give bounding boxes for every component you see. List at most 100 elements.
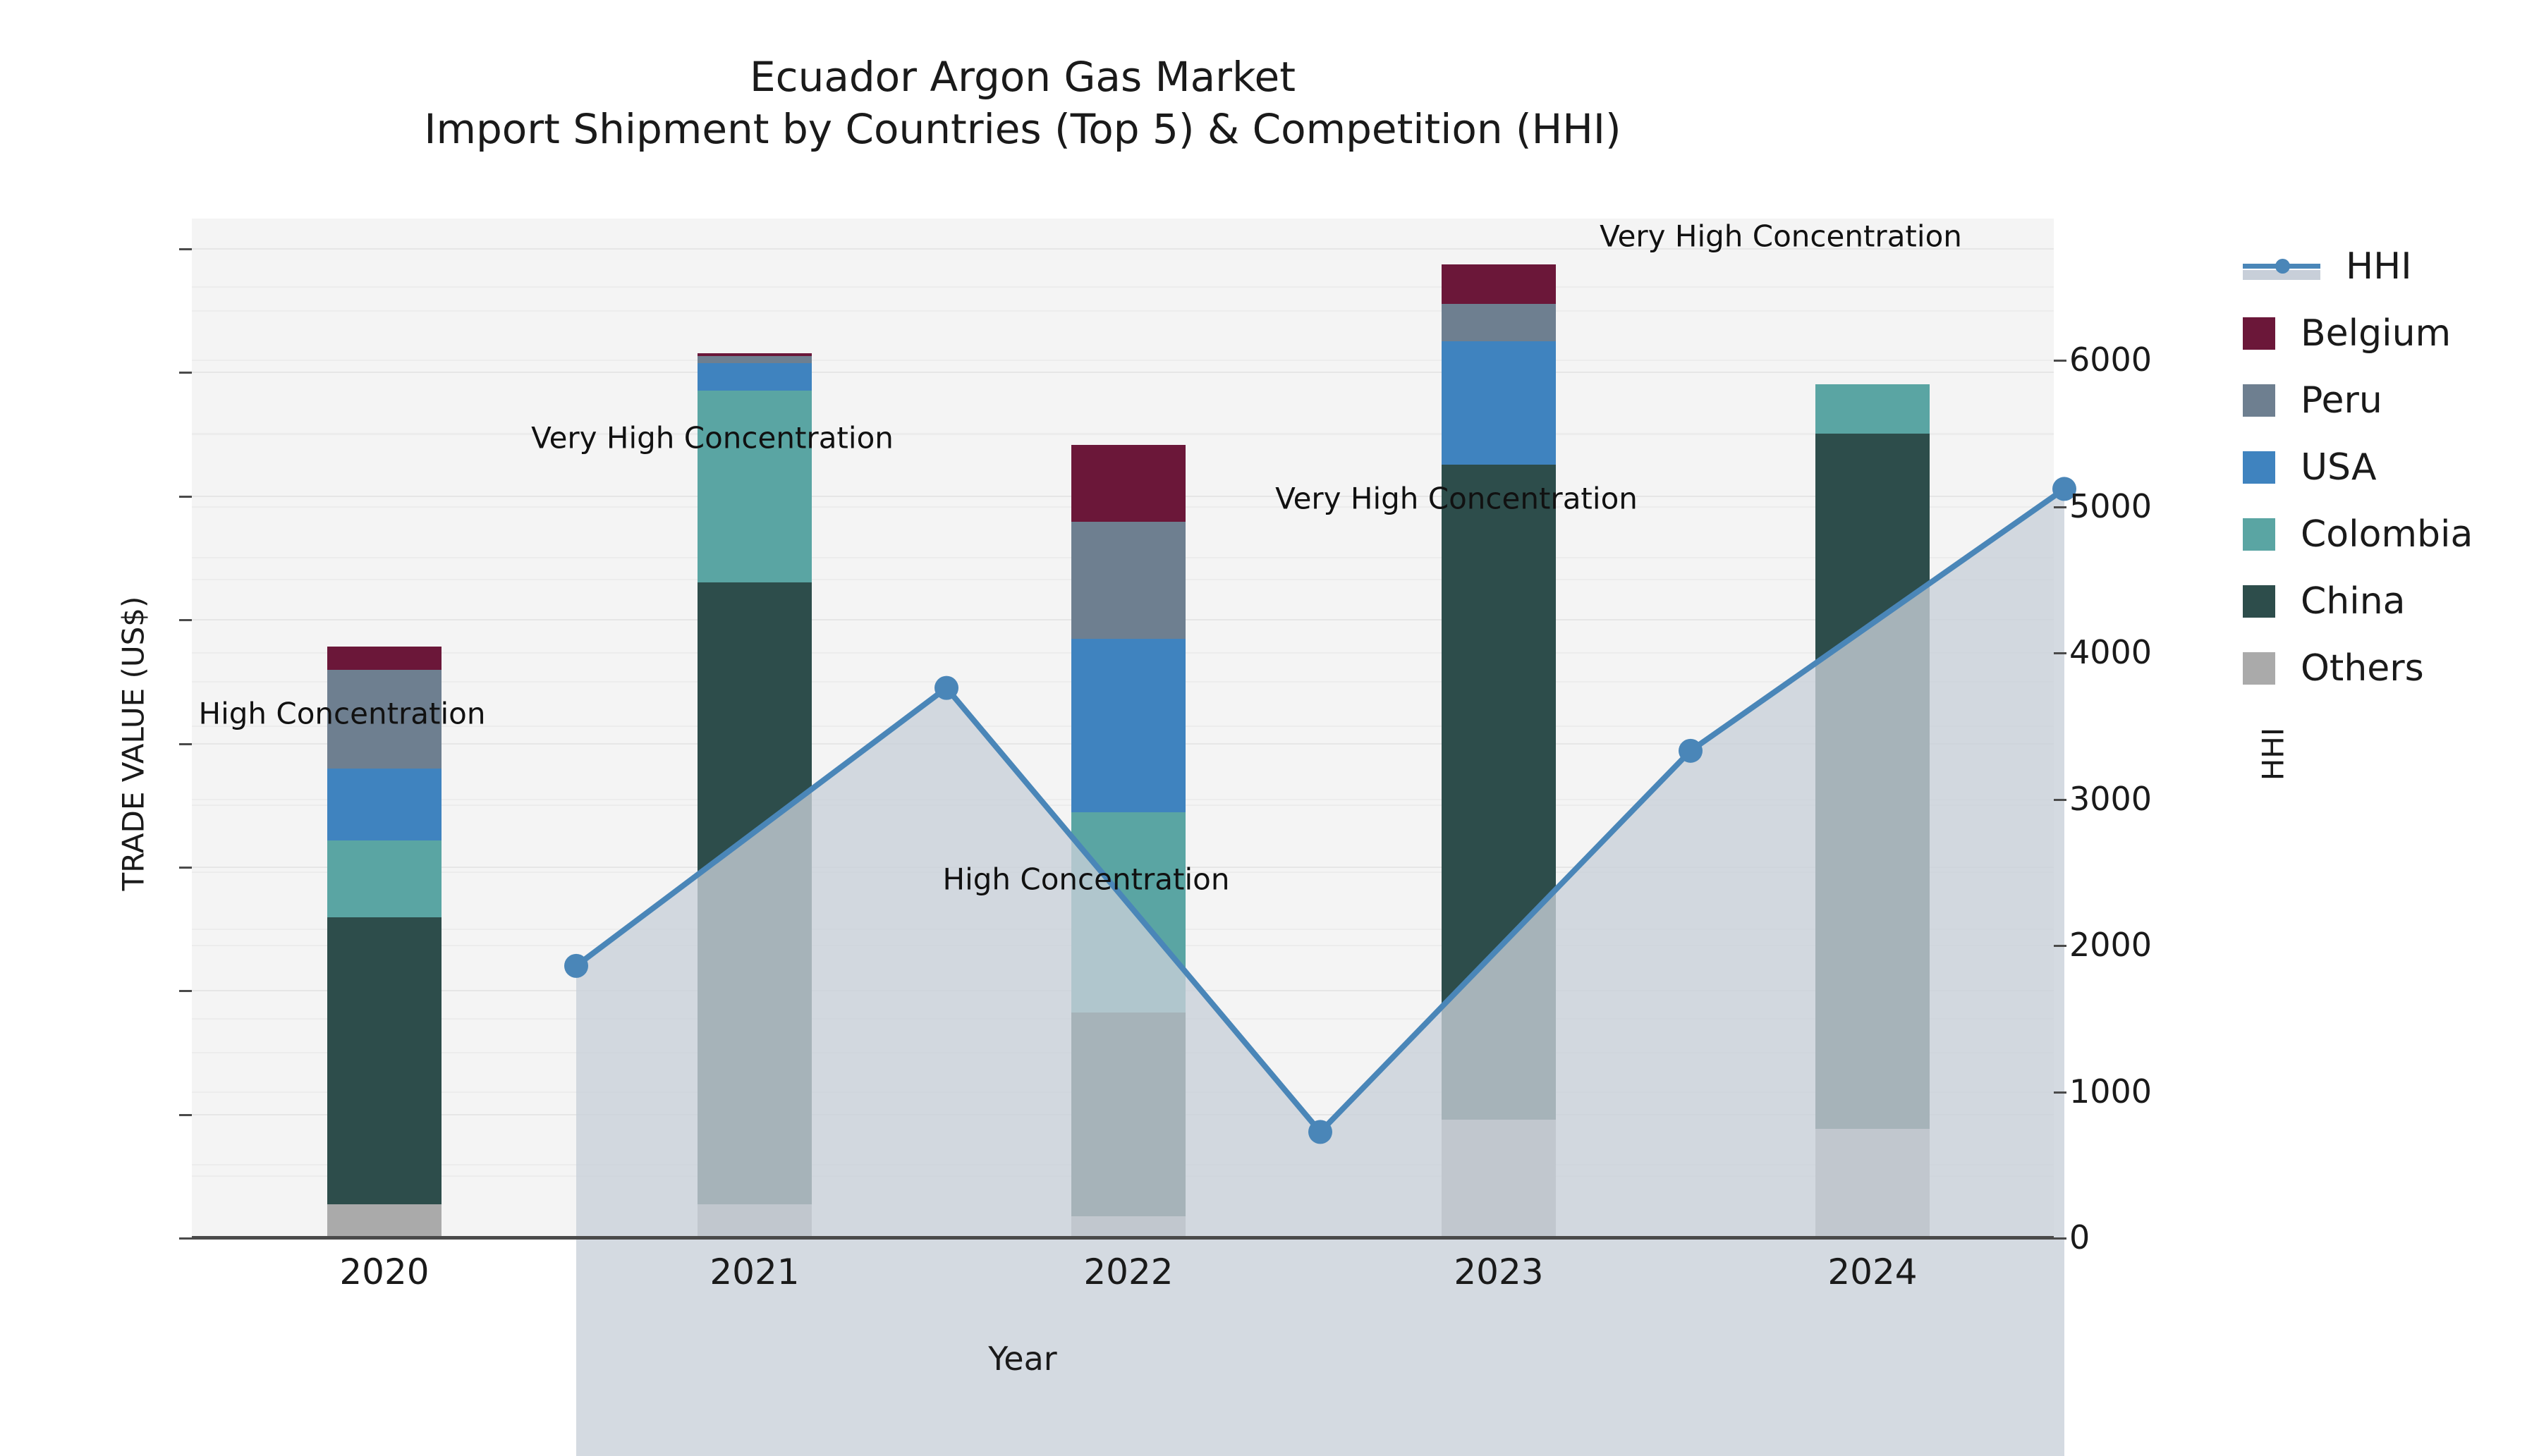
secondary-y-tick-mark (2054, 506, 2066, 508)
bar-segment-china (698, 582, 812, 1204)
gridline-secondary (192, 286, 2054, 288)
secondary-y-tick-label: 5000 (2069, 487, 2153, 525)
y-tick-mark (179, 248, 192, 250)
hhi-marker-2020 (564, 953, 588, 978)
legend-swatch-belgium (2243, 317, 2275, 350)
x-tick-label-2020: 2020 (339, 1252, 430, 1292)
gridline (192, 310, 2054, 312)
legend-line-marker-icon (2243, 250, 2320, 283)
annotation-2024: Very High Concentration (1600, 219, 1962, 254)
secondary-y-tick-mark (2054, 652, 2066, 654)
bar-segment-peru (327, 670, 442, 769)
legend-swatch-others (2243, 651, 2275, 685)
bar-segment-china (327, 917, 442, 1204)
bar-segment-usa (1442, 341, 1556, 465)
chart-title-line1: Ecuador Argon Gas Market (750, 53, 1296, 101)
bar-segment-china (1815, 434, 1930, 1129)
x-axis-title: Year (988, 1340, 1057, 1378)
legend-item-colombia[interactable]: Colombia (2243, 501, 2539, 568)
chart-title-line2: Import Shipment by Countries (Top 5) & C… (424, 105, 1621, 154)
hhi-overlay (564, 477, 2076, 1456)
gridline (192, 248, 2054, 250)
legend-label: Colombia (2301, 513, 2473, 556)
secondary-y-tick-label: 6000 (2069, 341, 2153, 379)
annotation-2020: High Concentration (198, 696, 486, 731)
legend-item-belgium[interactable]: Belgium (2243, 300, 2539, 367)
chart-title: Ecuador Argon Gas Market Import Shipment… (0, 51, 2045, 155)
legend-label: HHI (2346, 245, 2412, 288)
secondary-y-tick-mark (2054, 945, 2066, 947)
bar-segment-peru (1071, 521, 1186, 640)
bar-segment-peru (698, 355, 812, 364)
y-tick-mark (179, 619, 192, 622)
legend-dot-icon (2275, 258, 2290, 274)
legend-item-peru[interactable]: Peru (2243, 367, 2539, 434)
bar-segment-china (1442, 464, 1556, 1120)
gridline (192, 434, 2054, 436)
x-axis-line (192, 1236, 2054, 1240)
legend-label: Belgium (2301, 312, 2452, 355)
bar-segment-belgium (1442, 264, 1556, 304)
legend-swatch-colombia (2243, 518, 2275, 551)
bar-segment-usa (327, 769, 442, 841)
x-tick-label-2022: 2022 (1083, 1252, 1174, 1292)
y-tick-mark (179, 742, 192, 745)
bar-segment-others (1442, 1120, 1556, 1237)
bar-segment-others (1071, 1216, 1186, 1237)
secondary-y-tick-label: 2000 (2069, 926, 2153, 964)
x-tick-label-2024: 2024 (1827, 1252, 1918, 1292)
bar-segment-belgium (698, 353, 812, 356)
legend-item-others[interactable]: Others (2243, 635, 2539, 702)
annotation-2022: High Concentration (942, 862, 1230, 897)
bar-segment-others (698, 1204, 812, 1237)
y-tick-mark (179, 1113, 192, 1116)
bar-segment-china (1071, 1012, 1186, 1217)
secondary-y-tick-mark (2054, 1237, 2066, 1240)
y-tick-mark (179, 1237, 192, 1240)
hhi-marker-2021 (934, 675, 958, 700)
x-tick-label-2021: 2021 (710, 1252, 800, 1292)
y-tick-mark (179, 372, 192, 374)
bar-segment-colombia (1815, 384, 1930, 434)
bar-segment-others (1815, 1128, 1930, 1237)
legend-label: Peru (2301, 379, 2382, 422)
y-tick-mark (179, 495, 192, 498)
gridline (192, 372, 2054, 374)
bar-segment-belgium (327, 646, 442, 671)
bar-stack-2024 (1815, 219, 1930, 1237)
y-axis-title: TRADE VALUE (US$) (116, 596, 151, 891)
secondary-y-tick-label: 0 (2069, 1218, 2090, 1256)
gridline-secondary (192, 432, 2054, 434)
secondary-y-tick-label: 3000 (2069, 779, 2153, 818)
bar-segment-colombia (327, 840, 442, 917)
annotation-2023: Very High Concentration (1275, 481, 1638, 516)
secondary-y-tick-label: 1000 (2069, 1072, 2153, 1111)
bar-segment-others (327, 1204, 442, 1237)
bar-stack-2021 (698, 219, 812, 1237)
bar-segment-usa (1071, 639, 1186, 812)
bar-segment-peru (1442, 303, 1556, 341)
secondary-y-tick-mark (2054, 1091, 2066, 1094)
bar-segment-usa (698, 363, 812, 391)
legend-swatch-usa (2243, 451, 2275, 484)
plot-area: High Concentration Very High Concentratio… (192, 219, 2076, 1456)
legend-item-hhi[interactable]: HHI (2243, 233, 2539, 300)
legend-label: Others (2301, 647, 2424, 690)
legend-swatch-peru (2243, 384, 2275, 417)
legend-item-china[interactable]: China (2243, 568, 2539, 635)
bar-segment-belgium (1071, 444, 1186, 522)
annotation-2021: Very High Concentration (531, 420, 894, 455)
legend-label: China (2301, 580, 2406, 623)
bar-stack-2022 (1071, 219, 1186, 1237)
hhi-marker-2022 (1308, 1120, 1332, 1144)
legend-item-usa[interactable]: USA (2243, 434, 2539, 501)
y-tick-mark (179, 866, 192, 869)
legend: HHI Belgium Peru USA Colombia China Others (2243, 233, 2539, 702)
legend-swatch-china (2243, 585, 2275, 618)
secondary-y-axis-title: HHI (2255, 727, 2291, 781)
y-tick-mark (179, 990, 192, 993)
secondary-y-tick-mark (2054, 360, 2066, 362)
x-tick-label-2023: 2023 (1454, 1252, 1544, 1292)
bar-segment-colombia (698, 390, 812, 582)
